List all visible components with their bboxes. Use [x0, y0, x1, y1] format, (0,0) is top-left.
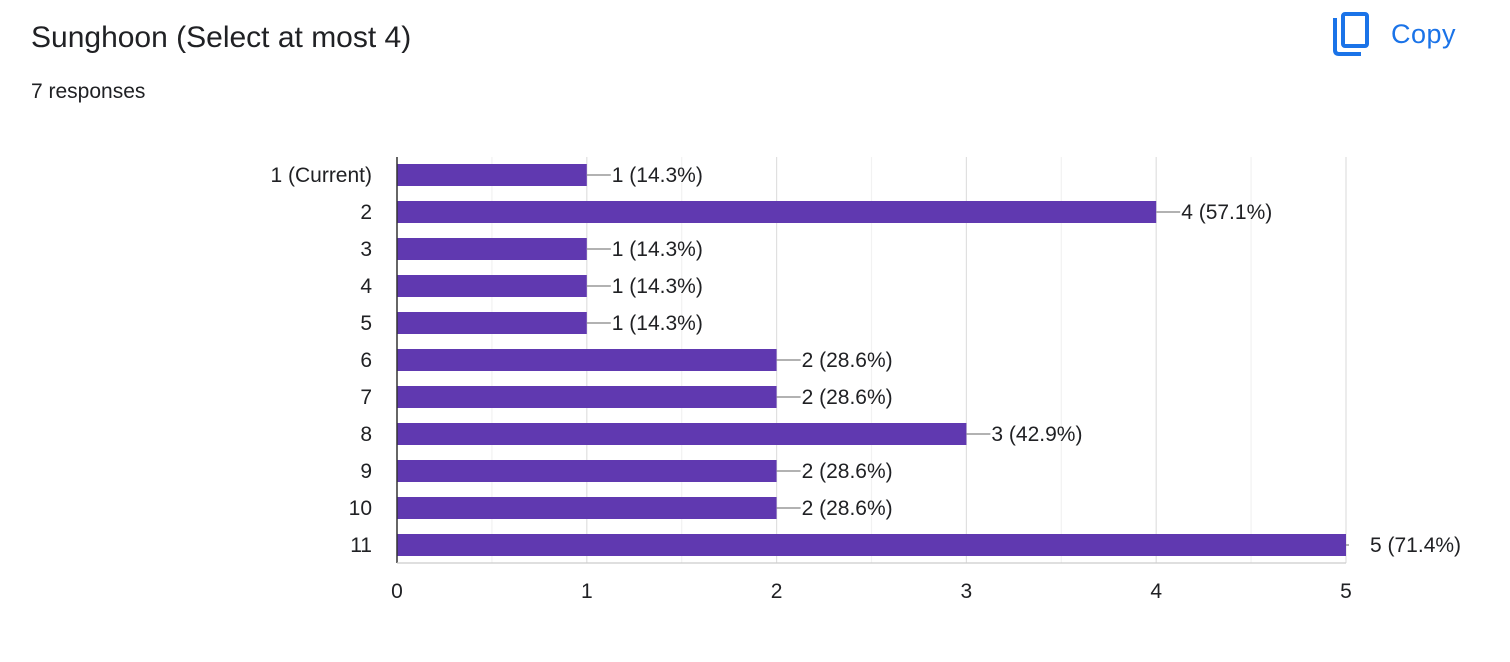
category-label: 11: [350, 534, 372, 557]
response-count: 7 responses: [31, 80, 146, 103]
bar: [397, 497, 777, 519]
copy-label: Copy: [1391, 18, 1457, 49]
bar: [397, 275, 587, 297]
data-label: 2 (28.6%): [802, 497, 893, 520]
labels: 1 (Current) 1 (14.3%) 2 4 (57.1%) 3 1 (14.3%)…: [270, 164, 1461, 557]
axes: 0 1 2 3 4 5: [391, 157, 1352, 603]
category-label: 4: [360, 275, 372, 298]
category-label: 6: [360, 349, 372, 372]
chart-title: Sunghoon (Select at most 4): [31, 21, 412, 54]
category-label: 5: [360, 312, 372, 335]
bar: [397, 164, 587, 186]
bars: [397, 164, 1346, 556]
x-tick-label: 2: [771, 580, 783, 603]
bar: [397, 460, 777, 482]
category-label: 1 (Current): [270, 164, 372, 187]
category-label: 2: [360, 201, 372, 224]
copy-icon: [1331, 12, 1371, 56]
bar: [397, 238, 587, 260]
data-label: 3 (42.9%): [991, 423, 1082, 446]
x-tick-label: 4: [1150, 580, 1162, 603]
category-label: 10: [349, 497, 372, 520]
data-label: 2 (28.6%): [802, 386, 893, 409]
bar: [397, 201, 1157, 223]
data-label: 1 (14.3%): [612, 238, 703, 261]
data-label: 1 (14.3%): [612, 164, 703, 187]
data-label: 2 (28.6%): [802, 460, 893, 483]
x-tick-label: 1: [581, 580, 593, 603]
category-label: 8: [360, 423, 372, 446]
bar: [397, 312, 587, 334]
x-tick-label: 0: [391, 580, 403, 603]
bar: [397, 386, 777, 408]
bar: [397, 534, 1346, 556]
bar: [397, 349, 777, 371]
category-label: 9: [360, 460, 372, 483]
data-label: 2 (28.6%): [802, 349, 893, 372]
data-label: 4 (57.1%): [1181, 201, 1272, 224]
category-label: 7: [360, 386, 372, 409]
x-tick-label: 5: [1340, 580, 1352, 603]
x-tick-label: 3: [961, 580, 973, 603]
data-label: 1 (14.3%): [612, 275, 703, 298]
bar: [397, 423, 967, 445]
copy-button[interactable]: Copy: [1325, 8, 1485, 60]
data-label: 5 (71.4%): [1370, 534, 1461, 557]
data-label: 1 (14.3%): [612, 312, 703, 335]
category-label: 3: [360, 238, 372, 261]
